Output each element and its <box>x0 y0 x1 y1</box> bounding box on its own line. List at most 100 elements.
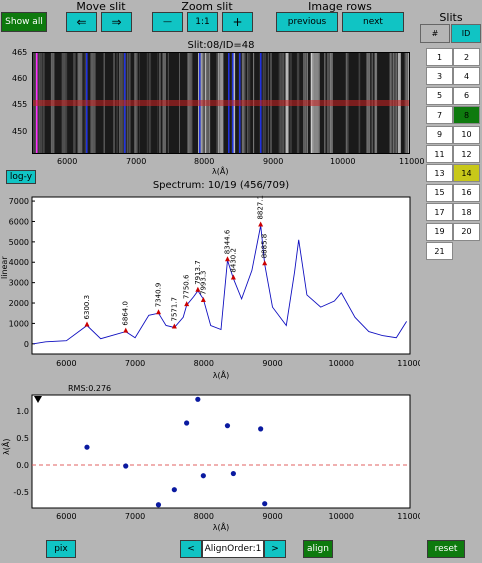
residual-point[interactable] <box>200 473 206 479</box>
line-marker-label: 8885.8 <box>261 234 269 259</box>
slit-cell-14[interactable]: 14 <box>453 164 480 183</box>
line-marker-label: 8344.6 <box>224 229 232 254</box>
zoom-out-button[interactable]: — <box>152 12 183 32</box>
line-marker[interactable] <box>262 260 268 266</box>
align-order-field[interactable]: AlignOrder:1 <box>202 540 264 558</box>
line-marker-label: 7571.7 <box>170 297 178 322</box>
image-xtick: 7000 <box>126 157 147 166</box>
image-xlabel: λ(Å) <box>212 167 229 176</box>
zoom-in-button[interactable]: + <box>222 12 253 32</box>
line-marker-label: 8430.2 <box>229 248 237 272</box>
slits-header-num[interactable]: # <box>420 24 450 43</box>
residual-point[interactable] <box>262 501 268 507</box>
image-ytick: 455 <box>12 100 28 109</box>
image-xtick: 6000 <box>57 157 78 166</box>
line-marker[interactable] <box>184 301 190 307</box>
residual-point[interactable] <box>258 426 264 432</box>
slit-cell-12[interactable]: 12 <box>453 145 480 163</box>
line-marker-label: 7993.3 <box>199 270 207 295</box>
spectrum-title: Spectrum: 10/19 (456/709) <box>152 180 290 191</box>
move-left-button[interactable]: ⇐ <box>66 12 97 32</box>
residual-xtick: 10000 <box>329 512 354 521</box>
slit-cell-9[interactable]: 9 <box>426 125 453 144</box>
image-xtick: 8000 <box>194 157 215 166</box>
slit-cell-2[interactable]: 2 <box>453 48 480 66</box>
align-order-prev-button[interactable]: < <box>180 540 202 558</box>
residual-point[interactable] <box>224 423 231 429</box>
slit-cell-21[interactable]: 21 <box>426 242 453 260</box>
residual-ytick: 0.0 <box>16 461 29 470</box>
image-xtick: 9000 <box>263 157 284 166</box>
slit-cell-4[interactable]: 4 <box>453 67 480 86</box>
spectrum-xtick: 7000 <box>125 359 145 368</box>
zoom-reset-button[interactable]: 1:1 <box>187 12 218 32</box>
line-marker[interactable] <box>171 323 177 329</box>
show-all-button[interactable]: Show all <box>1 12 47 32</box>
line-marker[interactable] <box>123 327 129 333</box>
slit-cell-8[interactable]: 8 <box>453 106 480 125</box>
slit-cell-18[interactable]: 18 <box>453 203 480 222</box>
triangle-down-icon[interactable] <box>34 396 42 403</box>
slit-cell-16[interactable]: 16 <box>453 183 480 202</box>
residual-ytick: 1.0 <box>16 407 29 416</box>
residual-point[interactable] <box>84 444 90 450</box>
line-marker[interactable] <box>225 256 231 262</box>
log-y-button[interactable]: log-y <box>6 170 36 184</box>
slit-cell-1[interactable]: 1 <box>426 48 453 66</box>
previous-button[interactable]: previous <box>276 12 338 32</box>
selected-row-highlight <box>32 100 410 106</box>
spectrum-ytick: 0 <box>24 340 29 349</box>
slit-cell-11[interactable]: 11 <box>426 145 453 163</box>
line-marker[interactable] <box>258 221 264 227</box>
reset-button[interactable]: reset <box>427 540 465 558</box>
slit-image[interactable] <box>32 52 410 154</box>
slit-cell-17[interactable]: 17 <box>426 203 453 222</box>
spectrum-ytick: 5000 <box>9 238 29 247</box>
slit-cell-3[interactable]: 3 <box>426 67 453 86</box>
line-marker[interactable] <box>84 321 90 327</box>
residual-point[interactable] <box>195 396 201 402</box>
spectrum-ytick: 2000 <box>9 299 29 308</box>
image-xtick: 11000 <box>399 157 425 166</box>
line-marker[interactable] <box>195 286 201 292</box>
line-marker-label: 6864.0 <box>122 301 130 326</box>
align-order-next-button[interactable]: > <box>264 540 286 558</box>
slits-header-id[interactable]: ID <box>451 24 481 43</box>
align-button[interactable]: align <box>303 540 333 558</box>
line-marker[interactable] <box>156 309 162 315</box>
residual-chart[interactable]: 1.0 0.5 0.0 -0.5 6000 7000 8000 9000 10000 11000 λ… <box>0 393 420 533</box>
residual-point[interactable] <box>155 502 162 508</box>
slit-cell-13[interactable]: 13 <box>426 164 453 183</box>
spectrum-xtick: 10000 <box>329 359 354 368</box>
slit-cell-7[interactable]: 7 <box>426 106 453 125</box>
line-marker-label: 7340.9 <box>155 283 163 308</box>
residual-ytick: -0.5 <box>13 488 29 497</box>
residual-point[interactable] <box>171 487 177 493</box>
residual-ytick: 0.5 <box>16 434 29 443</box>
slit-cell-6[interactable]: 6 <box>453 86 480 105</box>
slit-cell-19[interactable]: 19 <box>426 222 453 241</box>
slit-cell-20[interactable]: 20 <box>453 222 480 241</box>
line-marker-label: 8827.1 <box>257 195 265 220</box>
move-slit-title: Move slit <box>76 0 126 13</box>
next-button[interactable]: next <box>342 12 404 32</box>
residual-xtick: 6000 <box>56 512 76 521</box>
spectrum-xtick: 6000 <box>56 359 76 368</box>
slit-cell-10[interactable]: 10 <box>453 125 480 144</box>
move-right-button[interactable]: ⇒ <box>101 12 132 32</box>
pix-button[interactable]: pix <box>46 540 76 558</box>
slits-title: Slits <box>439 11 463 24</box>
slit-cell-15[interactable]: 15 <box>426 183 453 202</box>
spectrum-xlabel: λ(Å) <box>213 369 229 380</box>
residual-xtick: 7000 <box>125 512 145 521</box>
spectrum-xtick: 11000 <box>397 359 420 368</box>
residual-point[interactable] <box>230 470 236 477</box>
residual-point[interactable] <box>123 463 129 469</box>
line-marker[interactable] <box>200 296 206 302</box>
line-marker[interactable] <box>230 274 236 280</box>
line-marker-label: 7913.7 <box>194 260 202 285</box>
residual-point[interactable] <box>184 420 190 426</box>
slit-cell-5[interactable]: 5 <box>426 86 453 105</box>
residual-plot-area <box>31 394 411 509</box>
